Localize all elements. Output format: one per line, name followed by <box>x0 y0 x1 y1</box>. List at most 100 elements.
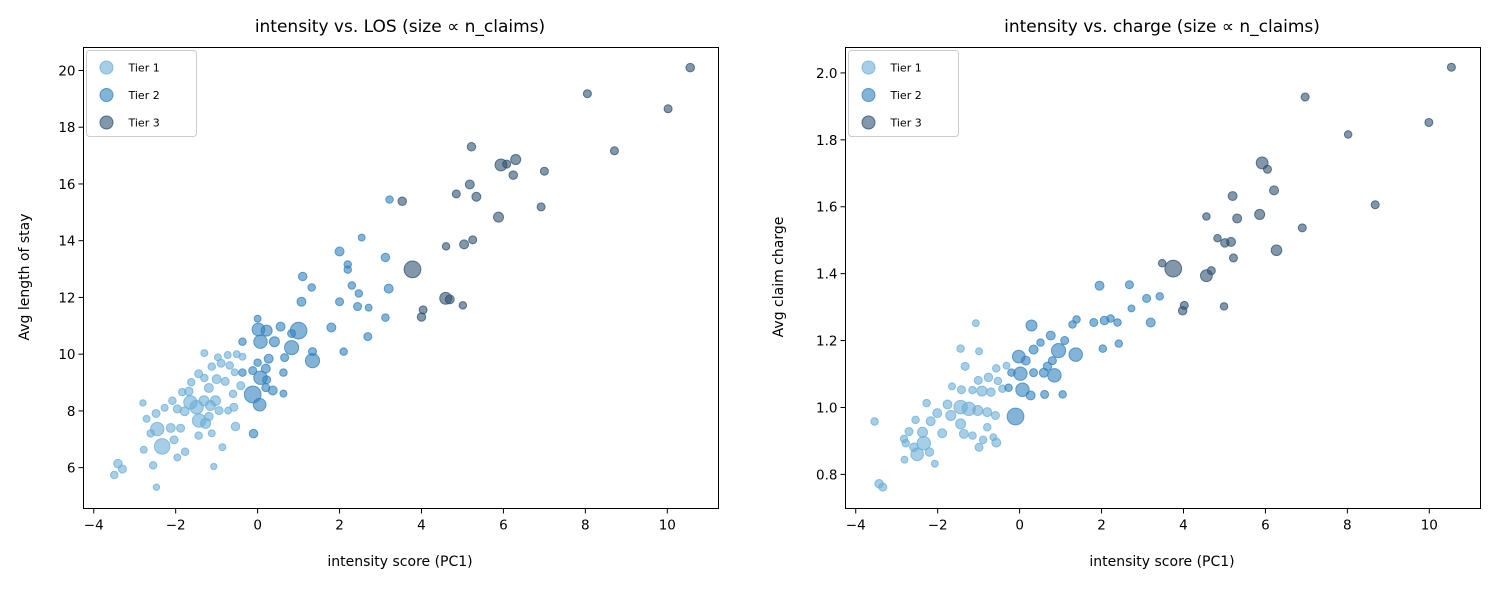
right-point-tier1 <box>916 436 931 451</box>
right-y-tick-label: 1.0 <box>816 400 837 416</box>
left-point-tier1 <box>151 408 161 418</box>
left-point-tier1 <box>203 382 214 393</box>
right-point-tier1 <box>972 404 984 416</box>
left-point-tier1 <box>117 464 127 474</box>
right-point-tier2 <box>1094 280 1105 291</box>
right-point-tier1 <box>993 376 1003 386</box>
right-point-tier2 <box>1047 356 1057 366</box>
left-point-tier2 <box>334 246 345 257</box>
right-point-tier3 <box>1370 200 1380 210</box>
left-point-tier1 <box>214 406 224 416</box>
right-legend-label: Tier 1 <box>890 62 922 75</box>
left-point-tier3 <box>441 242 451 251</box>
left-point-tier2 <box>248 366 258 376</box>
right-point-tier1 <box>990 410 1000 420</box>
left-point-tier2 <box>279 389 288 398</box>
left-chart-title: intensity vs. LOS (size ∝ n_claims) <box>255 17 545 37</box>
left-point-tier2 <box>354 289 364 298</box>
right-point-tier1 <box>900 455 909 464</box>
left-point-tier2 <box>357 233 366 242</box>
left-point-tier1 <box>220 376 230 386</box>
right-points <box>870 62 1456 492</box>
right-x-tick-label: 4 <box>1179 518 1188 534</box>
left-point-tier3 <box>471 191 482 202</box>
left-point-tier2 <box>296 296 307 307</box>
left-point-tier2 <box>304 353 321 369</box>
left-point-tier3 <box>685 62 695 73</box>
right-point-tier2 <box>1047 368 1062 383</box>
left-point-tier1 <box>211 374 222 385</box>
right-point-tier1 <box>971 319 980 328</box>
left-x-tick-label: −4 <box>84 518 104 534</box>
left-point-tier1 <box>228 389 238 399</box>
left-legend-marker-tier2 <box>99 88 114 102</box>
left-point-tier1 <box>200 349 209 358</box>
left-point-tier1 <box>216 358 226 368</box>
left-point-tier1 <box>109 470 119 480</box>
right-point-tier2 <box>1050 343 1067 359</box>
left-y-axis-label: Avg length of stay <box>17 213 33 340</box>
right-legend-marker-tier3 <box>861 115 876 130</box>
right-point-tier1 <box>968 385 977 395</box>
left-point-tier1 <box>176 423 186 433</box>
left-point-tier2 <box>287 328 297 338</box>
right-x-tick-label: −4 <box>846 518 866 534</box>
left-point-tier2 <box>279 368 288 377</box>
right-point-tier3 <box>1232 213 1243 224</box>
left-point-tier2 <box>347 281 357 290</box>
left-point-tier2 <box>238 368 247 377</box>
left-x-tick-label: 0 <box>253 518 262 534</box>
left-point-tier2 <box>275 321 286 332</box>
left-point-tier3 <box>502 159 512 169</box>
left-x-tick-label: 8 <box>581 518 590 534</box>
right-x-tick-label: 2 <box>1097 518 1106 534</box>
left-point-tier2 <box>253 358 262 367</box>
left-point-tier1 <box>194 369 204 379</box>
right-point-tier2 <box>1004 383 1013 392</box>
right-point-tier3 <box>1227 191 1238 202</box>
left-point-tier3 <box>609 146 619 156</box>
left-point-tier3 <box>464 179 475 190</box>
right-point-tier2 <box>1068 320 1077 329</box>
right-point-tier2 <box>1038 367 1049 378</box>
left-point-tier1 <box>165 422 176 433</box>
left-point-tier1 <box>160 403 169 412</box>
left-point-tier3 <box>510 154 522 166</box>
left-legend: Tier 1 Tier 2 Tier 3 <box>86 50 197 137</box>
left-point-tier2 <box>252 397 267 412</box>
left-point-tier3 <box>468 235 478 245</box>
right-point-tier3 <box>1164 259 1183 278</box>
left-point-tier1 <box>173 453 182 462</box>
left-point-tier1 <box>139 399 147 407</box>
left-y-tick-label: 12 <box>58 290 75 306</box>
right-point-tier3 <box>1226 236 1236 247</box>
left-point-tier2 <box>284 340 300 356</box>
left-y-tick-label: 18 <box>58 120 75 136</box>
left-legend-label: Tier 3 <box>128 117 160 130</box>
left-ticks: −4 −2 0 2 4 6 8 10 6 8 10 12 14 16 18 20 <box>58 63 676 533</box>
right-y-tick-label: 1.8 <box>816 133 837 149</box>
left-point-tier1 <box>204 411 214 422</box>
right-point-tier2 <box>1006 407 1025 426</box>
left-point-tier2 <box>248 428 259 439</box>
left-point-tier3 <box>444 294 455 305</box>
right-point-tier2 <box>1025 319 1038 332</box>
right-point-tier1 <box>917 426 929 438</box>
right-point-tier2 <box>1089 317 1099 327</box>
right-point-tier1 <box>991 437 1002 448</box>
right-point-tier3 <box>1446 62 1456 72</box>
right-point-tier2 <box>1058 390 1067 399</box>
left-scatter-panel: intensity vs. LOS (size ∝ n_claims) inte… <box>17 17 719 570</box>
left-point-tier2 <box>253 370 268 385</box>
right-point-tier1 <box>937 428 948 439</box>
left-point-tier3 <box>451 189 461 199</box>
right-legend-marker-tier2 <box>861 88 876 102</box>
left-y-tick-label: 10 <box>58 347 75 363</box>
left-y-tick-label: 14 <box>58 234 75 250</box>
right-point-tier1 <box>973 375 983 385</box>
right-point-tier1 <box>974 442 984 452</box>
right-point-tier3 <box>1262 164 1272 174</box>
right-point-tier1 <box>992 364 1001 373</box>
left-point-tier3 <box>508 170 518 180</box>
